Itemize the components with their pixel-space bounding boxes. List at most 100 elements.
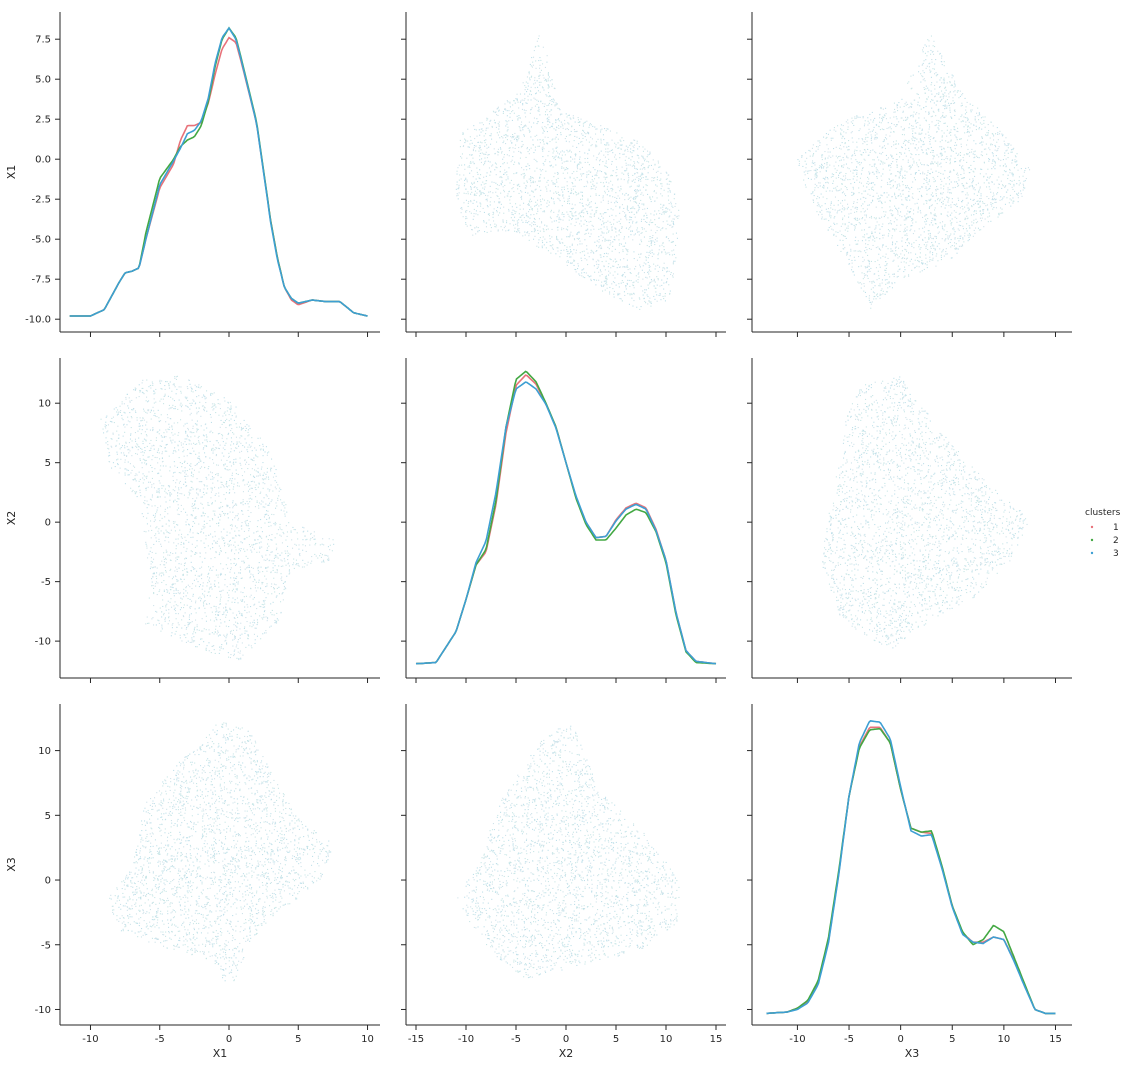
scatter-point	[608, 144, 610, 146]
scatter-point	[574, 191, 576, 193]
scatter-point	[839, 189, 841, 191]
scatter-point	[817, 140, 819, 142]
scatter-point	[886, 263, 888, 265]
scatter-point	[622, 274, 624, 276]
scatter-point	[1012, 188, 1014, 190]
scatter-point	[889, 126, 891, 128]
scatter-point	[632, 284, 634, 286]
scatter-point	[563, 167, 565, 169]
scatter-point	[588, 173, 590, 175]
scatter-point	[489, 135, 491, 137]
scatter-point	[933, 219, 935, 221]
scatter-point	[633, 213, 635, 215]
scatter-point	[504, 108, 506, 110]
scatter-point	[624, 159, 626, 161]
scatter-point	[937, 226, 939, 228]
scatter-point	[915, 113, 917, 115]
scatter-point	[498, 128, 500, 130]
scatter-point	[528, 178, 530, 180]
scatter-point	[538, 145, 540, 147]
scatter-point	[919, 138, 921, 140]
scatter-point	[529, 209, 531, 211]
scatter-point	[874, 228, 876, 230]
scatter-point	[804, 184, 806, 186]
scatter-point	[862, 208, 864, 210]
scatter-point	[828, 220, 830, 222]
scatter-point	[639, 175, 641, 177]
scatter-point	[977, 182, 979, 184]
scatter-point	[588, 221, 590, 223]
scatter-point	[1012, 202, 1014, 204]
scatter-point	[507, 193, 509, 195]
scatter-point	[489, 161, 491, 163]
scatter-point	[479, 190, 481, 192]
scatter-point	[551, 100, 553, 102]
scatter-point	[566, 181, 568, 183]
scatter-point	[839, 209, 841, 211]
scatter-point	[906, 197, 908, 199]
scatter-point	[518, 147, 520, 149]
scatter-point	[948, 93, 950, 95]
scatter-point	[615, 227, 617, 229]
scatter-point	[861, 154, 863, 156]
scatter-point	[569, 262, 571, 264]
scatter-point	[638, 297, 640, 299]
scatter-point	[896, 153, 898, 155]
scatter-point	[647, 303, 649, 305]
scatter-point	[499, 207, 501, 209]
scatter-point	[930, 194, 932, 196]
scatter-point	[954, 83, 956, 85]
scatter-point	[880, 108, 882, 110]
scatter-point	[627, 293, 629, 295]
scatter-point	[994, 161, 996, 163]
scatter-point	[912, 219, 914, 221]
scatter-point	[998, 212, 1000, 214]
scatter-point	[653, 285, 655, 287]
scatter-point	[642, 265, 644, 267]
scatter-point	[935, 124, 937, 126]
scatter-point	[844, 193, 846, 195]
scatter-point	[1001, 133, 1003, 135]
scatter-point	[911, 220, 913, 222]
scatter-point	[944, 170, 946, 172]
scatter-point	[558, 218, 560, 220]
scatter-point	[847, 225, 849, 227]
scatter-point	[556, 103, 558, 105]
scatter-point	[486, 198, 488, 200]
scatter-point	[877, 156, 879, 158]
scatter-point	[672, 218, 674, 220]
scatter-point	[867, 154, 869, 156]
scatter-point	[485, 183, 487, 185]
scatter-point	[904, 177, 906, 179]
scatter-point	[950, 140, 952, 142]
scatter-point	[859, 282, 861, 284]
scatter-point	[823, 218, 825, 220]
scatter-point	[650, 252, 652, 254]
scatter-point	[575, 249, 577, 251]
scatter-point	[819, 142, 821, 144]
scatter-point	[622, 245, 624, 247]
scatter-point	[988, 212, 990, 214]
scatter-point	[660, 193, 662, 195]
scatter-point	[514, 212, 516, 214]
scatter-point	[956, 137, 958, 139]
scatter-point	[935, 140, 937, 142]
scatter-point	[542, 169, 544, 171]
scatter-point	[867, 193, 869, 195]
scatter-point	[881, 201, 883, 203]
scatter-point	[507, 230, 509, 232]
scatter-point	[581, 173, 583, 175]
scatter-point	[946, 72, 948, 74]
scatter-point	[856, 150, 858, 152]
scatter-point	[947, 243, 949, 245]
scatter-point	[506, 121, 508, 123]
scatter-point	[551, 247, 553, 249]
scatter-point	[567, 160, 569, 162]
scatter-point	[844, 235, 846, 237]
scatter-point	[915, 122, 917, 124]
scatter-point	[824, 163, 826, 165]
scatter-point	[1017, 197, 1019, 199]
scatter-point	[603, 253, 605, 255]
scatter-point	[529, 93, 531, 95]
scatter-point	[577, 117, 579, 119]
